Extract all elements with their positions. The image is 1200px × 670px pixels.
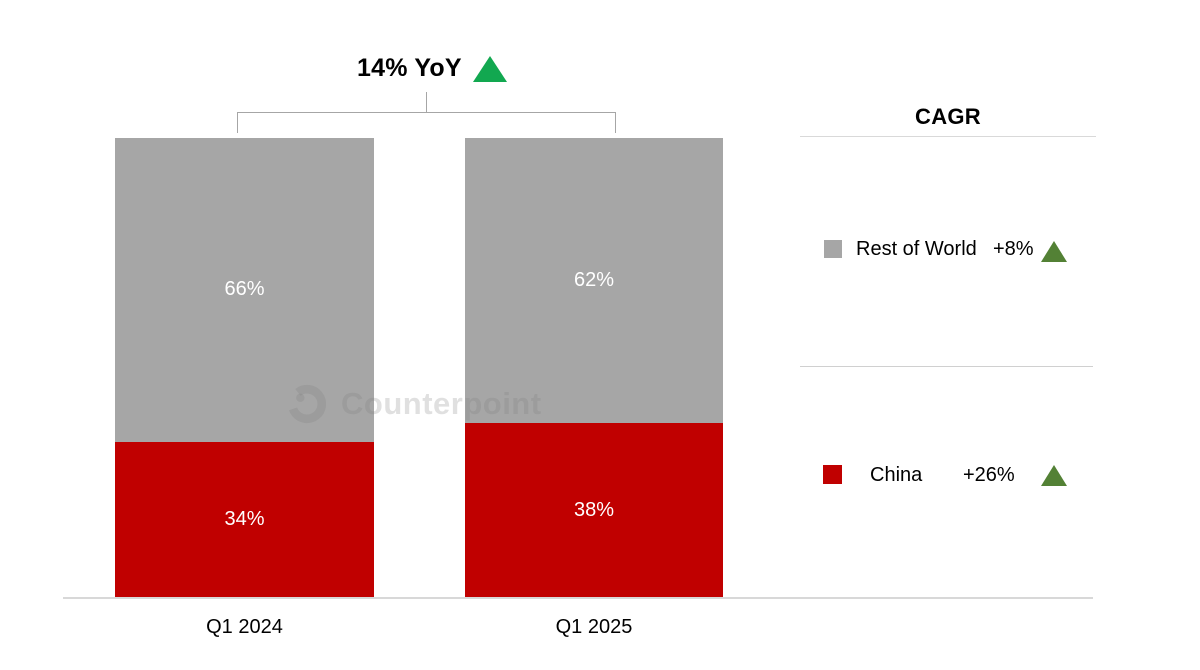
cagr-header-divider xyxy=(800,136,1096,137)
x-axis-line xyxy=(63,597,1093,599)
segment-value-label: 38% xyxy=(573,499,615,522)
bracket-right-tick xyxy=(615,112,616,133)
segment-value-label: 66% xyxy=(224,278,265,301)
bracket-horizontal-line xyxy=(237,112,616,113)
x-axis-label-q1-2024: Q1 2024 xyxy=(206,616,283,638)
bar-segment-china: 38% xyxy=(465,423,723,598)
bar-segment-china: 34% xyxy=(115,441,374,598)
legend-label-china: China xyxy=(870,464,923,486)
triangle-up-icon xyxy=(472,55,507,82)
legend-label-rest-of-world: Rest of World xyxy=(856,238,977,260)
bar-segment-rest-of-world: 66% xyxy=(115,138,374,442)
legend-value-rest-of-world: +8% xyxy=(993,238,1034,260)
yoy-title-group: 14% YoY xyxy=(357,54,507,83)
segment-value-label: 34% xyxy=(224,508,265,531)
cagr-header: CAGR xyxy=(915,104,981,129)
bracket-stem-line xyxy=(426,92,427,113)
yoy-title: 14% YoY xyxy=(357,54,462,82)
bar-q1-2024: 66% 34% xyxy=(115,138,374,598)
legend-divider xyxy=(800,366,1093,367)
bar-segment-rest-of-world: 62% xyxy=(465,138,723,424)
legend-swatch-china xyxy=(823,465,842,484)
x-axis-label-q1-2025: Q1 2025 xyxy=(555,616,633,638)
legend-value-china: +26% xyxy=(963,464,1015,486)
legend-swatch-rest-of-world xyxy=(824,240,842,258)
bracket-left-tick xyxy=(237,112,238,133)
triangle-up-icon xyxy=(1041,465,1067,486)
bar-q1-2025: 62% 38% xyxy=(465,138,723,598)
triangle-up-icon xyxy=(1041,241,1067,262)
segment-value-label: 62% xyxy=(573,269,615,292)
